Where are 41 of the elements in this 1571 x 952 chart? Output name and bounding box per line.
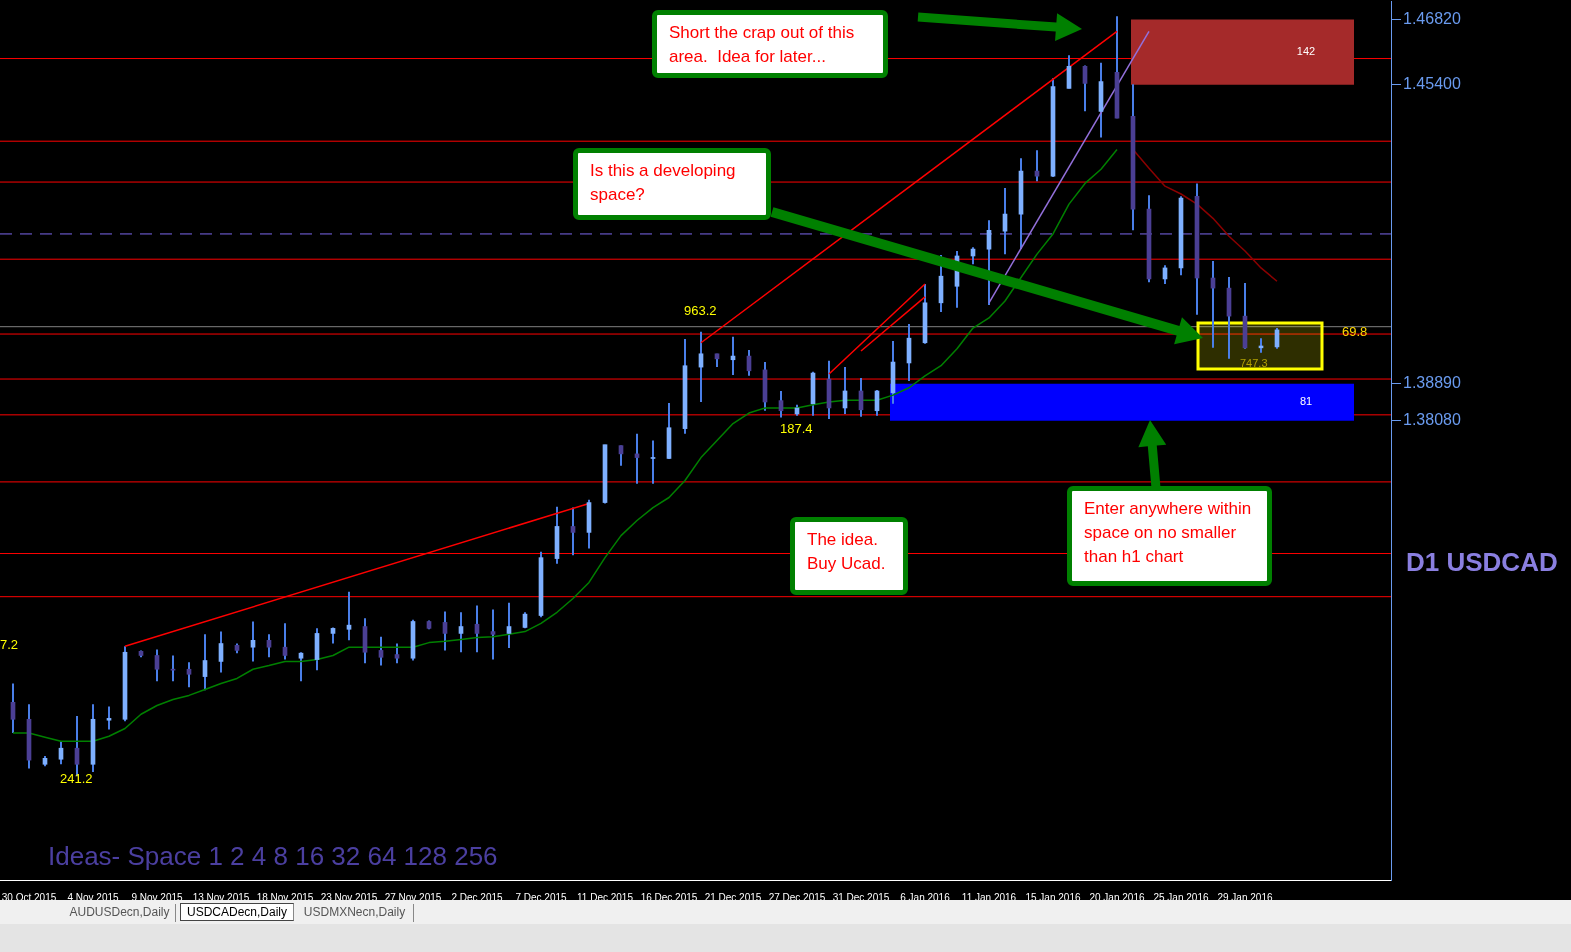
x-tick-label: 15 Jan 2016 xyxy=(1025,891,1081,903)
band-label: 142 xyxy=(1296,45,1316,58)
text: 69.8 xyxy=(1342,324,1368,340)
y-tick-label: 1.38890 xyxy=(1403,374,1461,392)
x-tick-label: 13 Nov 2015 xyxy=(192,891,250,903)
band-label: 81 xyxy=(1299,395,1313,408)
x-tick-label: 11 Dec 2015 xyxy=(577,891,634,903)
x-tick-label: 27 Dec 2015 xyxy=(768,891,826,903)
annotation: 747.3 xyxy=(1240,357,1268,370)
annotation: Ideas- Space 1 2 4 8 16 32 64 128 256 xyxy=(48,841,498,871)
annotation: 7.2 xyxy=(0,637,19,653)
annotation: Enter anywhere within space on no smaller than h1 chart xyxy=(1067,486,1272,586)
text: USDMXNecn,Daily xyxy=(296,904,414,922)
x-tick-label: 25 Jan 2016 xyxy=(1153,891,1209,903)
annotation: Short the crap out of this area. Idea for later... xyxy=(652,10,888,78)
x-tick-label: 11 Jan 2016 xyxy=(961,891,1017,903)
annotation: 187.4 xyxy=(780,421,813,437)
x-tick-label: 20 Jan 2016 xyxy=(1089,891,1145,903)
x-tick-label: 29 Jan 2016 xyxy=(1217,891,1273,903)
x-tick-label: 16 Dec 2015 xyxy=(640,891,698,903)
y-tick-label: 1.45400 xyxy=(1403,75,1461,93)
x-tick-label: 6 Jan 2016 xyxy=(900,891,951,903)
annotation: Is this a developing space? xyxy=(573,148,771,220)
annotation: 963.2 xyxy=(684,303,717,319)
x-tick-label: 31 Dec 2015 xyxy=(832,891,890,903)
text: AUDUSDecn,Daily xyxy=(64,904,176,922)
text: USDCADecn,Daily xyxy=(180,903,294,921)
y-tick-label: 1.38080 xyxy=(1403,411,1461,429)
x-tick-label: 7 Dec 2015 xyxy=(515,891,568,903)
x-tick-label: 2 Dec 2015 xyxy=(451,891,504,903)
x-tick-label: 9 Nov 2015 xyxy=(131,891,184,903)
annotation: 241.2 xyxy=(60,771,93,787)
x-tick-label: 30 Oct 2015 xyxy=(1,891,57,903)
x-tick-label: 4 Nov 2015 xyxy=(67,891,120,903)
x-tick-label: 23 Nov 2015 xyxy=(320,891,378,903)
text: D1 USDCAD xyxy=(1406,547,1558,577)
annotation: The idea. Buy Ucad. xyxy=(790,517,908,595)
y-tick-label: 1.46820 xyxy=(1403,9,1461,27)
x-tick-label: 27 Nov 2015 xyxy=(384,891,442,903)
x-tick-label: 21 Dec 2015 xyxy=(704,891,762,903)
x-tick-label: 18 Nov 2015 xyxy=(256,891,314,903)
